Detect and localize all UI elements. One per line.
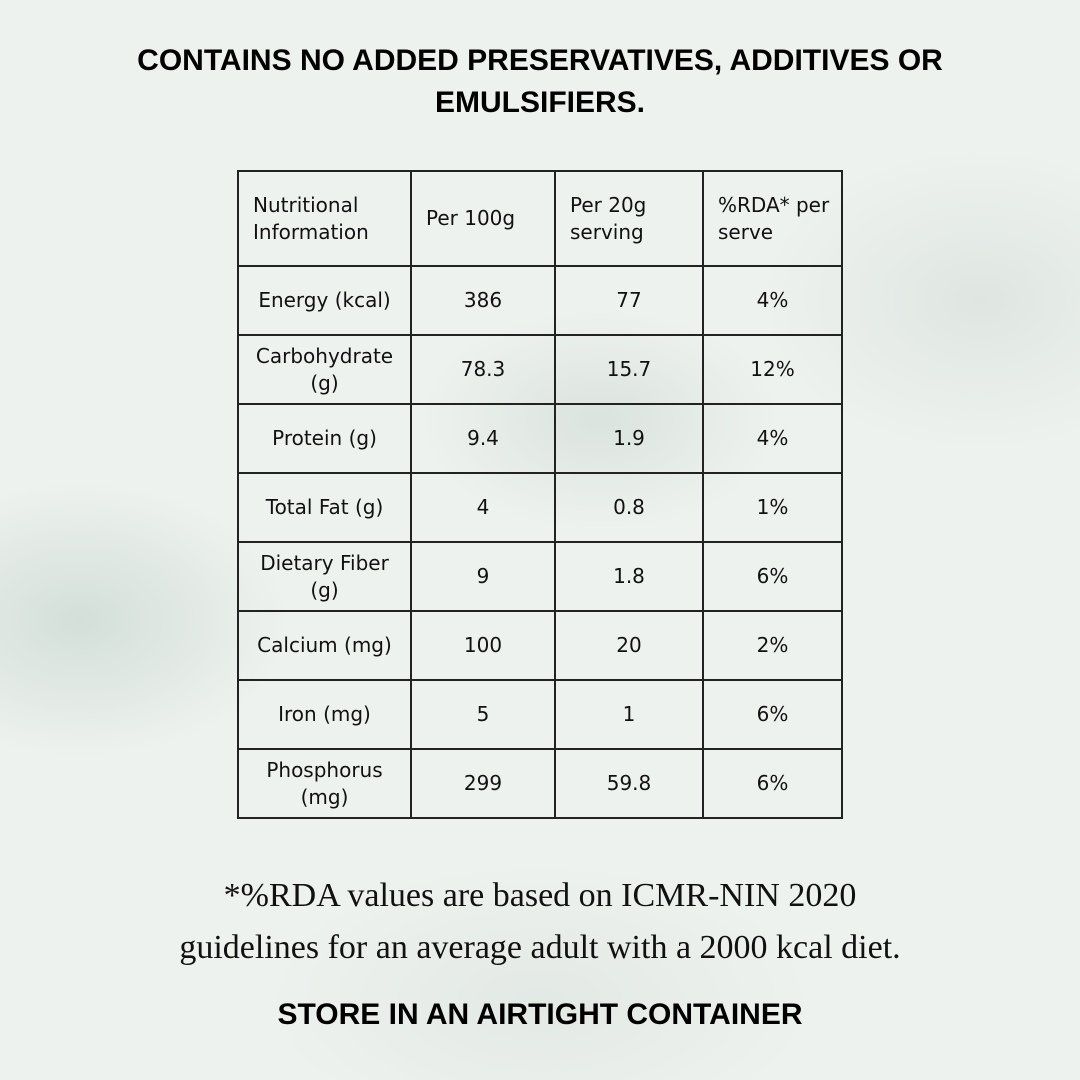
table-row: Phosphorus (mg) 299 59.8 6% xyxy=(237,748,843,819)
nutrient-name: Energy (kcal) xyxy=(237,265,412,336)
cell-value: 2% xyxy=(702,610,843,681)
nutrient-name: Total Fat (g) xyxy=(237,472,412,543)
table-row: Energy (kcal) 386 77 4% xyxy=(237,265,843,336)
cell-value: 15.7 xyxy=(554,334,704,405)
cell-value: 78.3 xyxy=(410,334,556,405)
cell-value: 6% xyxy=(702,679,843,750)
title: CONTAINS NO ADDED PRESERVATIVES, ADDITIV… xyxy=(137,44,943,119)
cell-value: 299 xyxy=(410,748,556,819)
cell-value: 4% xyxy=(702,403,843,474)
nutrient-name: Dietary Fiber (g) xyxy=(237,541,412,612)
table-row: Dietary Fiber (g) 9 1.8 6% xyxy=(237,541,843,612)
cell-value: 9.4 xyxy=(410,403,556,474)
cell-value: 12% xyxy=(702,334,843,405)
cell-value: 0.8 xyxy=(554,472,704,543)
footnote-line: *%RDA values are based on ICMR-NIN 2020 xyxy=(223,877,857,914)
cell-value: 1.8 xyxy=(554,541,704,612)
header-row: Nutritional Information Per 100g Per 20g s… xyxy=(237,170,843,267)
cell-value: 1.9 xyxy=(554,403,704,474)
nutrition-table: Nutritional Information Per 100g Per 20g s… xyxy=(237,170,843,819)
column-header: %RDA* per serve xyxy=(702,170,843,267)
cell-value: 77 xyxy=(554,265,704,336)
table-row: Carbohydrate (g) 78.3 15.7 12% xyxy=(237,334,843,405)
table-row: Iron (mg) 5 1 6% xyxy=(237,679,843,750)
nutrient-name: Calcium (mg) xyxy=(237,610,412,681)
nutrient-name: Iron (mg) xyxy=(237,679,412,750)
cell-value: 1 xyxy=(554,679,704,750)
table-row: Calcium (mg) 100 20 2% xyxy=(237,610,843,681)
cell-value: 20 xyxy=(554,610,704,681)
cell-value: 6% xyxy=(702,748,843,819)
nutrient-name: Protein (g) xyxy=(237,403,412,474)
table-body: Energy (kcal) 386 77 4% Carbohydrate (g) 78.3… xyxy=(237,265,843,819)
cell-value: 100 xyxy=(410,610,556,681)
table-row: Protein (g) 9.4 1.9 4% xyxy=(237,403,843,474)
cell-value: 9 xyxy=(410,541,556,612)
cell-value: 386 xyxy=(410,265,556,336)
table-row: Total Fat (g) 4 0.8 1% xyxy=(237,472,843,543)
cell-value: 1% xyxy=(702,472,843,543)
cell-value: 59.8 xyxy=(554,748,704,819)
cell-value: 4 xyxy=(410,472,556,543)
footnote-line: guidelines for an average adult with a 2… xyxy=(179,929,901,966)
column-header: Nutritional Information xyxy=(237,170,412,267)
nutrient-name: Phosphorus (mg) xyxy=(237,748,412,819)
footnote: *%RDA values are based on ICMR-NIN 2020 g… xyxy=(0,870,1080,974)
footer: STORE IN AN AIRTIGHT CONTAINER xyxy=(277,998,803,1031)
cell-value: 5 xyxy=(410,679,556,750)
nutrient-name: Carbohydrate (g) xyxy=(237,334,412,405)
cell-value: 6% xyxy=(702,541,843,612)
cell-value: 4% xyxy=(702,265,843,336)
column-header: Per 100g xyxy=(410,170,556,267)
column-header: Per 20g serving xyxy=(554,170,704,267)
